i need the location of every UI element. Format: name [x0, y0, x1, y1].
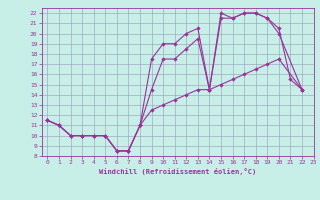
X-axis label: Windchill (Refroidissement éolien,°C): Windchill (Refroidissement éolien,°C): [99, 168, 256, 175]
